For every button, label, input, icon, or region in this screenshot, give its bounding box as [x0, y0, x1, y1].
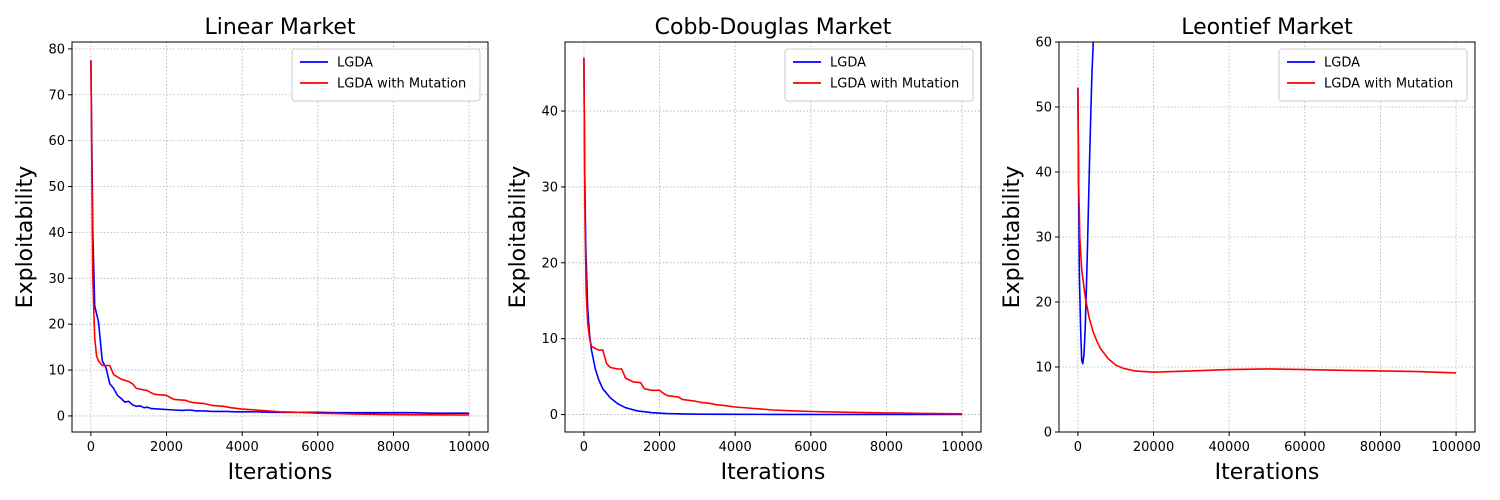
y-tick-label: 40: [48, 226, 65, 241]
x-tick-label: 40000: [1209, 440, 1250, 455]
x-tick-label: 0: [1074, 440, 1082, 455]
y-tick-label: 40: [1035, 166, 1052, 181]
y-tick-label: 20: [1035, 296, 1052, 311]
legend-box: [291, 48, 481, 102]
series-line-2: [90, 60, 470, 416]
legend-label-1: LGDA: [337, 56, 373, 71]
x-tick-label: 8000: [870, 440, 903, 455]
x-axis-label: Iterations: [228, 460, 333, 485]
y-tick-label: 50: [1035, 101, 1052, 116]
legend: LGDA LGDA with Mutation: [291, 48, 481, 102]
legend-label-1: LGDA: [830, 56, 866, 71]
x-tick-label: 10000: [941, 440, 982, 455]
y-tick-label: 10: [1035, 361, 1052, 376]
y-axis-label: Exploitability: [1000, 166, 1025, 309]
y-tick-label: 60: [48, 134, 65, 149]
y-tick-label: 30: [541, 180, 558, 195]
legend-label-2: LGDA with Mutation: [337, 77, 466, 92]
y-tick-label: 10: [541, 332, 558, 347]
x-tick-label: 2000: [643, 440, 676, 455]
y-tick-label: 40: [541, 105, 558, 120]
y-tick-label: 80: [48, 42, 65, 57]
x-tick-label: 4000: [719, 440, 752, 455]
chart-panel-2: 0 2000 4000 6000 8000 10000 0 10 20 30 40 Cobb-Doug…: [506, 15, 983, 485]
series-line-2: [1077, 87, 1457, 374]
series-line-2: [583, 57, 963, 415]
y-tick-label: 50: [48, 180, 65, 195]
chart-title: Linear Market: [205, 15, 356, 40]
legend-box: [784, 48, 974, 102]
x-tick-label: 20000: [1133, 440, 1174, 455]
y-axis-label: Exploitability: [506, 166, 531, 309]
x-tick-label: 0: [87, 440, 95, 455]
y-tick-label: 70: [48, 88, 65, 103]
y-tick-label: 0: [550, 408, 558, 423]
y-tick-label: 10: [48, 364, 65, 379]
x-tick-label: 100000: [1431, 440, 1481, 455]
x-tick-label: 80000: [1360, 440, 1401, 455]
y-tick-label: 60: [1035, 36, 1052, 51]
series-line-1: [1077, 42, 1095, 365]
legend: LGDA LGDA with Mutation: [1278, 48, 1468, 102]
legend-box: [1278, 48, 1468, 102]
y-tick-label: 30: [1035, 231, 1052, 246]
legend-label-1: LGDA: [1324, 56, 1360, 71]
chart-panel-3: 0 20000 40000 60000 80000 100000 0 10 20 30 40 50 60…: [1000, 15, 1481, 485]
series-line-1: [583, 57, 963, 416]
y-axis-label: Exploitability: [13, 166, 38, 309]
x-tick-label: 6000: [301, 440, 334, 455]
series-line-1: [90, 60, 470, 415]
x-tick-label: 10000: [448, 440, 489, 455]
y-tick-label: 0: [1044, 426, 1052, 441]
legend: LGDA LGDA with Mutation: [784, 48, 974, 102]
axes-frame: [564, 41, 982, 433]
x-tick-label: 0: [580, 440, 588, 455]
chart-title: Leontief Market: [1181, 15, 1353, 40]
x-tick-label: 60000: [1284, 440, 1325, 455]
x-tick-label: 4000: [226, 440, 259, 455]
y-tick-label: 0: [57, 409, 65, 424]
legend-label-2: LGDA with Mutation: [830, 77, 959, 92]
y-tick-label: 30: [48, 272, 65, 287]
legend-label-2: LGDA with Mutation: [1324, 77, 1453, 92]
y-tick-label: 20: [48, 318, 65, 333]
chart-title: Cobb-Douglas Market: [655, 15, 892, 40]
y-tick-label: 20: [541, 256, 558, 271]
x-tick-label: 6000: [794, 440, 827, 455]
x-tick-label: 8000: [377, 440, 410, 455]
x-axis-label: Iterations: [721, 460, 826, 485]
axes-frame: [71, 41, 489, 433]
chart-panel-1: 0 2000 4000 6000 8000 10000 0 10 20 30 40 50 60 70 80 L…: [13, 15, 490, 485]
x-axis-label: Iterations: [1215, 460, 1320, 485]
x-tick-label: 2000: [150, 440, 183, 455]
